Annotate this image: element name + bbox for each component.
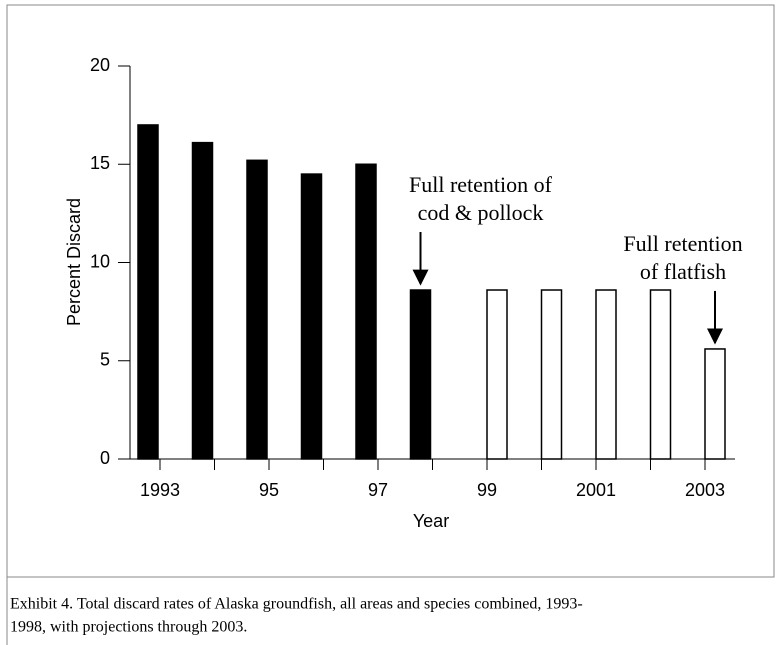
bar — [540, 289, 563, 460]
y-tick-label: 0 — [100, 448, 110, 468]
caption: Exhibit 4. Total discard rates of Alaska… — [10, 596, 583, 613]
y-tick-label: 20 — [90, 55, 110, 75]
frame — [6, 4, 775, 578]
x-tick-label: 95 — [259, 480, 279, 500]
bar — [595, 289, 617, 460]
bar — [355, 163, 377, 460]
bar — [704, 348, 726, 460]
x-tick-label: 1993 — [140, 480, 180, 500]
annotation: Full retention — [623, 231, 742, 256]
bar — [246, 159, 268, 460]
bar — [300, 173, 323, 460]
x-tick-label: 2001 — [576, 480, 616, 500]
x-tick-label: 2003 — [685, 480, 725, 500]
annotation: Full retention of — [409, 172, 553, 197]
y-tick-label: 5 — [100, 350, 110, 370]
caption: 1998, with projections through 2003. — [10, 619, 247, 636]
annotation: of flatfish — [640, 259, 726, 284]
x-axis-label: Year — [413, 511, 449, 531]
x-tick-label: 99 — [477, 480, 497, 500]
bar — [649, 289, 672, 460]
x-tick-label: 97 — [368, 480, 388, 500]
y-axis-label: Percent Discard — [64, 198, 84, 326]
annotation: cod & pollock — [418, 200, 544, 225]
bar — [409, 289, 432, 460]
y-tick-label: 10 — [90, 251, 110, 271]
bar — [137, 124, 159, 460]
y-tick-label: 15 — [90, 153, 110, 173]
bar — [486, 289, 508, 460]
bar — [191, 141, 214, 460]
